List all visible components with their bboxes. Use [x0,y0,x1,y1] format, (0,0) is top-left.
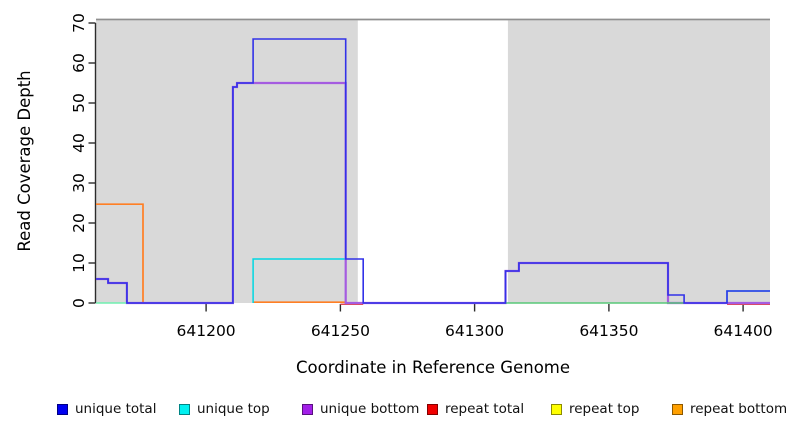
legend-label: unique top [197,401,270,417]
legend-swatch-icon [551,403,562,415]
legend-swatch-icon [57,403,68,415]
x-tick-label: 641350 [579,322,638,340]
y-tick-label: 10 [70,253,88,273]
legend-swatch-icon [179,403,190,415]
legend-item-unique-top: unique top [179,398,270,420]
legend-label: unique total [75,401,157,417]
legend-label: repeat top [569,401,640,417]
x-tick-label: 641400 [714,322,773,340]
x-tick-label: 641200 [177,322,236,340]
y-tick-label: 60 [70,53,88,73]
legend-label: repeat total [445,401,525,417]
legend-swatch-icon [302,403,313,415]
y-tick-label: 40 [70,133,88,153]
y-tick-label: 0 [70,298,88,308]
series-unique-total [96,38,770,304]
series-repeat-bottom [96,203,144,303]
shaded-mask-region [96,20,358,303]
x-tick-label: 641300 [445,322,504,340]
legend-item-unique-total: unique total [57,398,156,420]
legend-item-repeat-top: repeat top [551,398,639,420]
legend-swatch-icon [672,403,683,415]
coverage-chart: 0 10 20 30 40 50 60 70 641200 641250 641300 641350 6… [15,13,773,377]
legend-item-unique-bottom: unique bottom [302,398,419,420]
legend-label: unique bottom [320,401,420,417]
chart-svg: 0 10 20 30 40 50 60 70 641200 641250 641300 641350 6… [15,13,773,377]
legend-label: repeat bottom [690,401,788,417]
y-tick-label: 20 [70,213,88,233]
shaded-mask-region [507,20,770,303]
legend-item-repeat-bottom: repeat bottom [672,398,787,420]
x-axis-title: Coordinate in Reference Genome [296,358,570,377]
chart-legend: unique total unique top unique bottom repea… [0,398,792,422]
y-tick-label: 50 [70,93,88,113]
y-tick-label: 30 [70,173,88,193]
y-tick-label: 70 [70,13,88,33]
legend-item-repeat-total: repeat total [427,398,524,420]
y-axis-title: Read Coverage Depth [15,70,34,251]
x-tick-label: 641250 [311,322,370,340]
legend-swatch-icon [427,403,438,415]
